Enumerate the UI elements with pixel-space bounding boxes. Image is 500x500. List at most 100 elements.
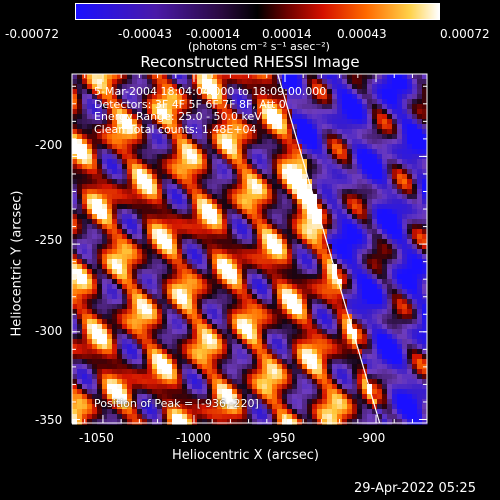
heatmap-cell [202, 274, 208, 280]
heatmap-cell [117, 354, 123, 360]
heatmap-cell [242, 74, 248, 80]
heatmap-cell [237, 224, 243, 230]
heatmap-cell [422, 94, 428, 100]
heatmap-cell [127, 379, 133, 385]
heatmap-cell [202, 239, 208, 245]
heatmap-cell [217, 104, 223, 110]
heatmap-cell [302, 274, 308, 280]
heatmap-cell [297, 364, 303, 370]
heatmap-cell [312, 169, 318, 175]
heatmap-cell [237, 329, 243, 335]
heatmap-cell [87, 109, 93, 115]
heatmap-cell [267, 94, 273, 100]
heatmap-cell [127, 334, 133, 340]
heatmap-cell [377, 129, 383, 135]
heatmap-cell [387, 419, 393, 425]
heatmap-cell [167, 139, 173, 145]
heatmap-cell [392, 84, 398, 90]
heatmap-cell [227, 74, 233, 80]
heatmap-cell [412, 269, 418, 275]
heatmap-cell [382, 274, 388, 280]
heatmap-cell [77, 184, 83, 190]
heatmap-cell [382, 204, 388, 210]
heatmap-cell [372, 129, 378, 135]
heatmap-cell [377, 94, 383, 100]
heatmap-cell [367, 304, 373, 310]
heatmap-cell [397, 304, 403, 310]
heatmap-cell [392, 209, 398, 215]
heatmap-cell [297, 234, 303, 240]
heatmap-cell [162, 414, 168, 420]
heatmap-cell [262, 399, 268, 405]
colorbar-tick-label: -0.00072 [5, 27, 59, 41]
heatmap-cell [132, 274, 138, 280]
heatmap-cell [322, 229, 328, 235]
heatmap-cell [422, 299, 428, 305]
heatmap-cell [232, 389, 238, 395]
heatmap-cell [312, 389, 318, 395]
heatmap-cell [237, 409, 243, 415]
heatmap-cell [237, 274, 243, 280]
heatmap-cell [387, 244, 393, 250]
heatmap-cell [87, 299, 93, 305]
heatmap-cell [197, 169, 203, 175]
colorbar-tick-label: 0.00043 [337, 27, 387, 41]
heatmap-cell [197, 359, 203, 365]
heatmap-cell [107, 314, 113, 320]
heatmap-cell [167, 159, 173, 165]
heatmap-cell [402, 94, 408, 100]
heatmap-cell [407, 164, 413, 170]
heatmap-cell [172, 184, 178, 190]
heatmap-cell [112, 214, 118, 220]
heatmap-cell [302, 369, 308, 375]
heatmap-cell [332, 319, 338, 325]
heatmap-cell [347, 84, 353, 90]
heatmap-cell [97, 89, 103, 95]
heatmap-cell [287, 369, 293, 375]
heatmap-cell [112, 304, 118, 310]
heatmap-cell [322, 399, 328, 405]
heatmap-cell [407, 259, 413, 265]
heatmap-cell [342, 404, 348, 410]
heatmap-cell [347, 384, 353, 390]
heatmap-cell [227, 229, 233, 235]
heatmap-cell [177, 239, 183, 245]
heatmap-cell [177, 329, 183, 335]
heatmap-cell [87, 254, 93, 260]
heatmap-cell [117, 174, 123, 180]
heatmap-cell [282, 294, 288, 300]
heatmap-cell [112, 79, 118, 85]
heatmap-cell [382, 179, 388, 185]
heatmap-cell [167, 94, 173, 100]
heatmap-cell [102, 219, 108, 225]
heatmap-cell [392, 144, 398, 150]
heatmap-cell [232, 409, 238, 415]
heatmap-cell [402, 214, 408, 220]
heatmap-cell [177, 99, 183, 105]
heatmap-cell [127, 174, 133, 180]
heatmap-cell [422, 244, 428, 250]
heatmap-cell [397, 194, 403, 200]
heatmap-cell [112, 339, 118, 345]
heatmap-cell [157, 189, 163, 195]
heatmap-cell [147, 199, 153, 205]
heatmap-cell [277, 179, 283, 185]
heatmap-cell [387, 174, 393, 180]
heatmap-cell [307, 264, 313, 270]
heatmap-cell [147, 364, 153, 370]
heatmap-cell [317, 234, 323, 240]
heatmap-cell [287, 84, 293, 90]
heatmap-cell [282, 114, 288, 120]
heatmap-cell [382, 234, 388, 240]
heatmap-cell [242, 154, 248, 160]
heatmap-cell [212, 114, 218, 120]
heatmap-cell [252, 99, 258, 105]
heatmap-cell [377, 389, 383, 395]
heatmap-cell [387, 299, 393, 305]
heatmap-cell [347, 379, 353, 385]
heatmap-cell [317, 399, 323, 405]
heatmap-cell [402, 174, 408, 180]
heatmap-cell [202, 419, 208, 425]
heatmap-cell [317, 189, 323, 195]
heatmap-cell [212, 84, 218, 90]
